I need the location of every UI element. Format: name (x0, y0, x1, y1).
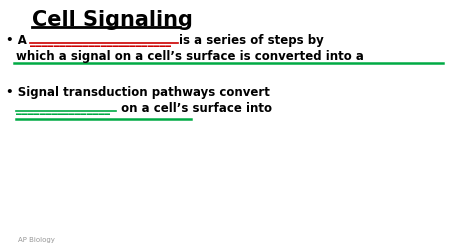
Text: • A: • A (6, 34, 31, 47)
Text: on a cell’s surface into: on a cell’s surface into (117, 102, 272, 115)
Text: Cell Signaling: Cell Signaling (32, 10, 193, 30)
Text: which a signal on a cell’s surface is converted into a: which a signal on a cell’s surface is co… (16, 50, 364, 63)
Text: ________________________: ________________________ (30, 34, 171, 47)
Text: is a series of steps by: is a series of steps by (179, 34, 324, 47)
Text: ________________: ________________ (16, 102, 110, 115)
Text: • Signal transduction pathways convert: • Signal transduction pathways convert (6, 86, 270, 99)
Text: AP Biology: AP Biology (18, 236, 55, 242)
